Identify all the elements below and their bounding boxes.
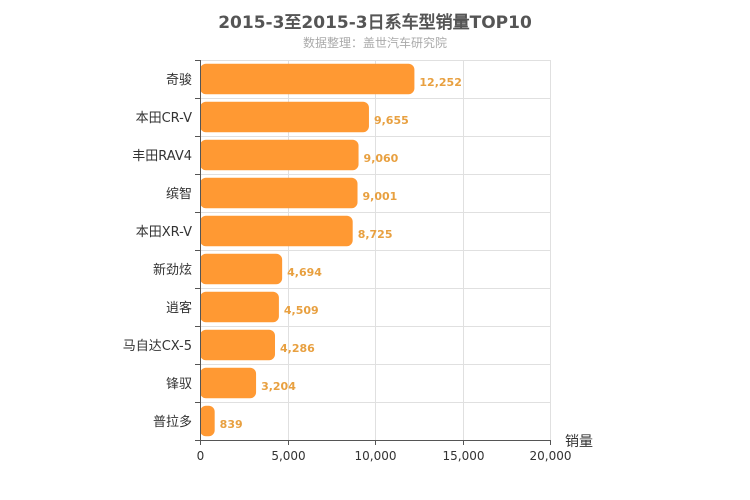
- chart-subtitle: 数据整理：盖世汽车研究院: [302, 36, 447, 50]
- data-label: 9,060: [364, 152, 399, 165]
- data-label: 4,509: [284, 304, 319, 317]
- bar: [200, 329, 276, 361]
- bar: [200, 215, 353, 247]
- y-tick-label: 奇骏: [166, 72, 192, 88]
- bar: [200, 405, 215, 437]
- data-label: 9,655: [374, 114, 409, 127]
- bar: [200, 101, 369, 133]
- y-tick-label: 缤智: [166, 186, 192, 202]
- y-tick-label: 锋驭: [166, 377, 192, 392]
- data-label: 4,286: [280, 342, 315, 355]
- data-label: 3,204: [261, 380, 296, 393]
- y-tick-label: 逍客: [166, 300, 192, 316]
- data-label: 4,694: [287, 266, 322, 279]
- y-tick-label: 新劲炫: [153, 262, 192, 278]
- bar: [200, 253, 283, 285]
- x-axis-label: 销量: [565, 434, 593, 450]
- x-tick-label: 10,000: [355, 449, 397, 463]
- y-tick-label: 马自达CX-5: [123, 339, 192, 354]
- data-label: 12,252: [419, 76, 461, 89]
- x-tick-label: 20,000: [530, 449, 572, 463]
- x-tick-label: 5,000: [271, 449, 305, 463]
- x-tick-label: 15,000: [443, 449, 485, 463]
- data-label: 8,725: [358, 228, 393, 241]
- y-tick-label: 普拉多: [153, 414, 192, 430]
- chart-title: 2015-3至2015-3日系车型销量TOP10: [218, 13, 532, 33]
- x-tick-label: 0: [197, 449, 205, 463]
- bar: [200, 291, 279, 323]
- bar: [200, 177, 358, 209]
- y-tick-label: 本田XR-V: [136, 225, 192, 240]
- data-label: 839: [220, 418, 243, 431]
- bar: [200, 63, 415, 95]
- bar: [200, 367, 257, 399]
- y-tick-label: 本田CR-V: [136, 111, 193, 126]
- y-tick-label: 丰田RAV4: [132, 149, 192, 164]
- data-label: 9,001: [363, 190, 398, 203]
- bar: [200, 139, 359, 171]
